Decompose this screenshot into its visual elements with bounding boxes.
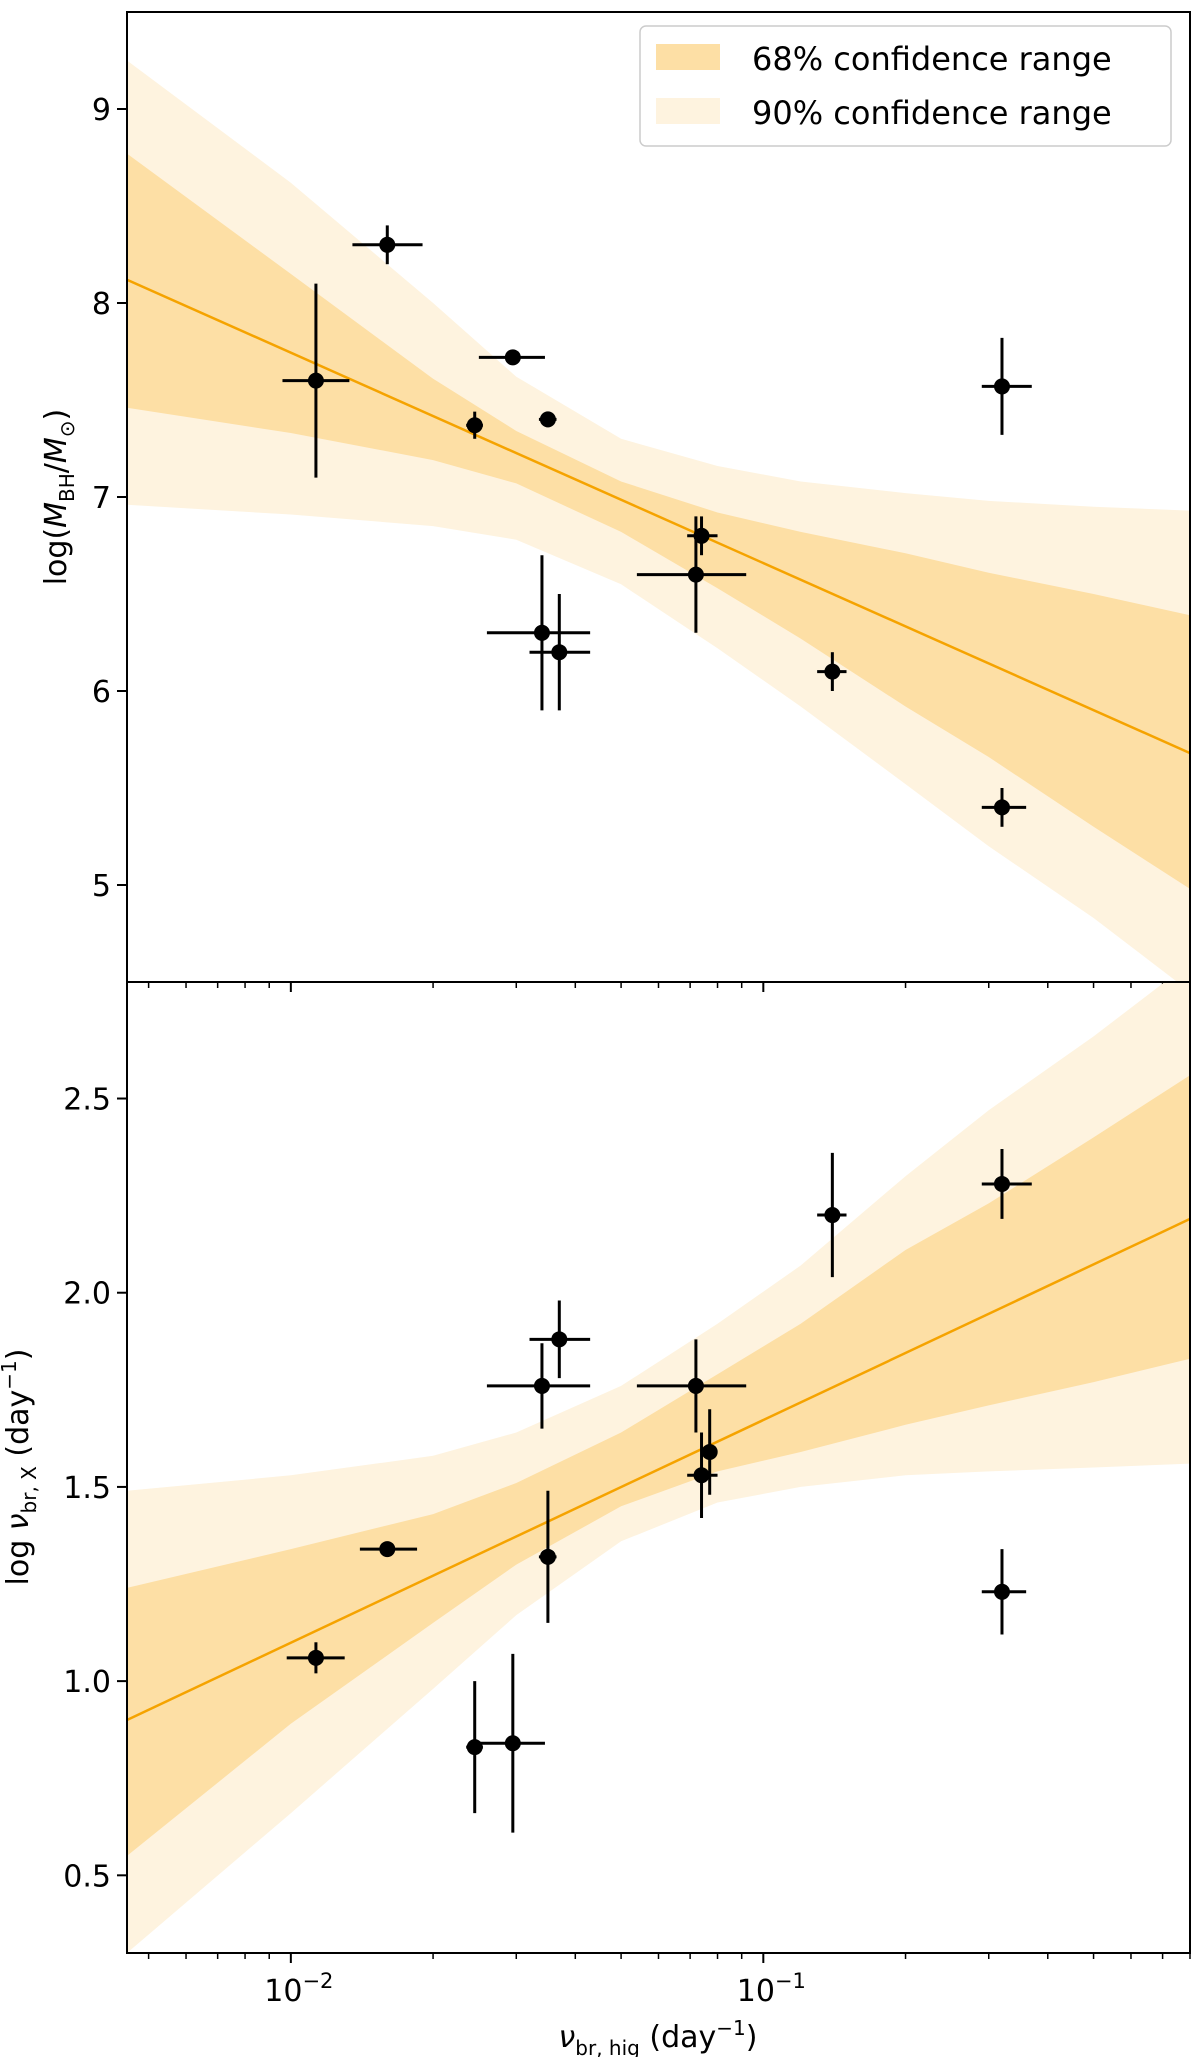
legend: 68% confidence range 90% confidence rang… <box>639 25 1172 147</box>
data-point <box>551 1331 568 1348</box>
legend-label-90: 90% confidence range <box>752 94 1112 132</box>
x-tick-label-0.01: 10−2 <box>264 1969 333 2009</box>
y-tick-label: 8 <box>92 287 111 322</box>
data-point <box>504 349 521 366</box>
y-tick-label: 2.0 <box>63 1277 111 1312</box>
bottom-point-7 <box>636 1339 747 1433</box>
top-point-1 <box>352 225 423 265</box>
bottom-point-5 <box>538 1490 557 1623</box>
data-point <box>379 236 396 253</box>
bottom-points <box>286 1149 1032 1833</box>
top-band-68 <box>127 153 1190 889</box>
bottom-point-4 <box>486 1343 591 1429</box>
top-y-ticks: 5 6 7 8 9 <box>92 93 127 904</box>
bottom-point-6 <box>529 1300 591 1379</box>
top-y-axis-label: log(MBH/M⊙) <box>39 409 79 586</box>
top-point-2 <box>466 411 483 439</box>
x-axis-label: νbr, hig (day−1) <box>559 2016 758 2057</box>
bottom-point-3 <box>478 1653 545 1833</box>
y-tick-label: 1.5 <box>63 1471 111 1506</box>
top-point-11 <box>981 788 1027 827</box>
bottom-point-9 <box>701 1409 718 1495</box>
top-point-8 <box>687 516 718 556</box>
top-fit-line <box>127 278 1190 755</box>
data-point <box>307 1649 324 1666</box>
bottom-band-68 <box>127 1075 1190 1856</box>
data-point <box>824 1207 841 1224</box>
data-point <box>993 1583 1010 1600</box>
bottom-point-1 <box>359 1541 418 1558</box>
bottom-frame <box>126 981 1191 1954</box>
bottom-point-12 <box>981 1549 1027 1635</box>
bottom-point-10 <box>817 1152 847 1278</box>
top-panel: 5 6 7 8 9 68% confidence range 90% confidenc… <box>39 11 1191 992</box>
x-tick-label-0.1: 10−1 <box>737 1969 806 2009</box>
legend-swatch-68 <box>656 44 720 70</box>
data-point <box>701 1443 718 1460</box>
top-point-4 <box>538 411 557 428</box>
y-tick-label: 5 <box>92 869 111 904</box>
bottom-y-ticks: 0.5 1.0 1.5 2.0 2.5 <box>63 1083 127 1894</box>
y-tick-label: 0.5 <box>63 1859 111 1894</box>
bottom-point-11 <box>981 1149 1032 1219</box>
top-point-3 <box>478 349 545 366</box>
top-points <box>282 225 1032 827</box>
data-point <box>533 1377 550 1394</box>
data-point <box>693 1467 710 1484</box>
data-point <box>466 417 483 434</box>
bottom-y-axis-label: log νbr, X (day−1) <box>0 1348 41 1585</box>
data-point <box>993 378 1010 395</box>
top-point-5 <box>486 555 591 711</box>
bottom-x-ticks <box>147 1953 1191 1963</box>
x-tick-labels: 10−2 10−1 <box>264 1969 806 2009</box>
data-point <box>466 1739 483 1756</box>
data-point <box>504 1735 521 1752</box>
bottom-point-8 <box>687 1432 718 1518</box>
data-point <box>824 663 841 680</box>
legend-swatch-90 <box>656 98 720 124</box>
data-point <box>687 1377 704 1394</box>
y-tick-label: 7 <box>92 481 111 516</box>
data-point <box>539 411 556 428</box>
top-point-0 <box>282 283 350 478</box>
bottom-panel: 0.5 1.0 1.5 2.0 2.5 log νbr, X (day−1) <box>0 981 1191 1963</box>
top-point-9 <box>817 652 847 691</box>
data-point <box>993 1175 1010 1192</box>
top-point-10 <box>981 337 1032 435</box>
y-tick-label: 1.0 <box>63 1665 111 1700</box>
data-point <box>379 1541 396 1558</box>
legend-label-68: 68% confidence range <box>752 40 1112 78</box>
data-point <box>551 644 568 661</box>
top-x-ticks <box>147 982 1191 992</box>
data-point <box>687 566 704 583</box>
y-tick-label: 6 <box>92 675 111 710</box>
y-tick-label: 2.5 <box>63 1083 111 1118</box>
bottom-point-2 <box>466 1681 483 1814</box>
data-point <box>307 372 324 389</box>
bottom-point-0 <box>286 1642 345 1674</box>
data-point <box>539 1548 556 1565</box>
data-point <box>693 527 710 544</box>
data-point <box>993 799 1010 816</box>
data-point <box>533 624 550 641</box>
bottom-fit-line <box>127 1217 1190 1722</box>
top-point-6 <box>529 594 591 711</box>
y-tick-label: 9 <box>92 93 111 128</box>
legend-frame <box>639 25 1172 147</box>
